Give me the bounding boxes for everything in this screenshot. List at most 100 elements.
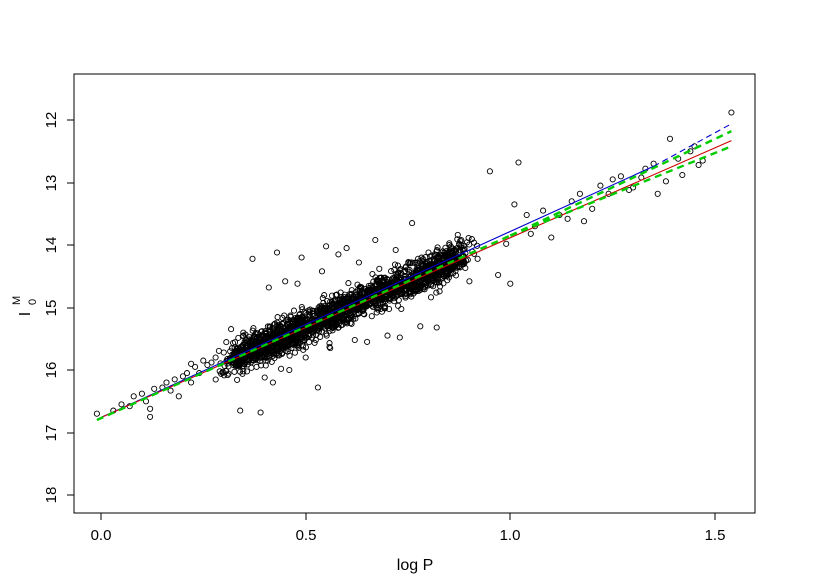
data-point [320,306,327,313]
data-point [151,385,158,392]
data-point [260,347,267,354]
data-point [291,317,298,324]
data-point [163,379,170,386]
data-point [403,290,410,297]
data-point [232,360,239,367]
data-point [418,254,425,261]
data-point [294,280,301,287]
data-point [421,279,428,286]
data-point [301,309,308,316]
data-point [355,259,362,266]
fit-line [100,140,732,419]
data-point [540,207,547,214]
data-point [212,376,219,383]
data-point [338,312,345,319]
data-point [208,359,215,366]
data-point [268,332,275,339]
data-point [474,255,481,262]
data-point [249,255,256,262]
fit-line [100,165,654,419]
data-point [430,257,437,264]
data-point [468,236,475,243]
data-point [147,413,154,420]
y-tick-label: 14 [43,237,60,254]
data-point [257,358,264,365]
y-tick-label: 12 [43,112,60,129]
data-point [318,268,326,275]
fit-line [509,130,732,237]
data-point [420,285,427,292]
data-point [391,261,399,268]
data-point [379,296,386,303]
fit-line [96,234,511,422]
data-point [265,284,272,291]
data-point [179,373,186,380]
data-point [282,278,289,285]
data-point [431,251,438,258]
y-axis-title-subscript: 0 [27,299,39,305]
data-point [406,260,414,267]
data-point [617,173,624,180]
data-point [388,268,395,275]
data-point [427,274,434,281]
data-point [298,254,305,261]
data-point [237,368,244,375]
data-point [402,264,409,271]
data-point [328,292,336,299]
data-point [284,319,291,326]
data-point [437,283,444,290]
data-point [273,350,280,358]
data-point [398,291,405,298]
data-point [364,338,371,345]
data-point [417,323,424,330]
data-point [386,295,393,302]
data-point [269,379,276,386]
data-point [344,293,351,300]
data-point [326,301,333,309]
data-point [322,320,329,327]
data-point [281,343,288,350]
data-point [372,282,379,289]
data-point [234,376,241,383]
data-point [408,293,415,300]
data-point [290,307,298,314]
x-axis-title: log P [397,557,433,574]
data-point [266,326,273,333]
y-tick-label: 15 [43,300,60,317]
data-point [503,240,510,247]
data-point [291,349,298,356]
data-point [394,262,401,269]
data-point [348,290,355,297]
data-point [313,307,320,314]
data-point [279,321,286,328]
data-point [414,262,421,269]
data-point [666,135,674,142]
data-point [147,405,154,412]
y-axis: 12 13 14 15 16 17 18 I M 0 [11,112,75,503]
data-point [225,370,232,377]
data-point [310,326,317,333]
data-point [395,302,402,309]
data-point [397,269,405,276]
data-point [264,332,271,339]
data-point [326,340,333,347]
data-point [430,263,438,270]
data-point [171,376,178,383]
data-point [384,332,391,339]
data-point [329,316,336,323]
data-point [444,277,451,284]
data-point [439,255,446,262]
data-point [352,289,359,296]
data-point [440,280,447,287]
data-point [446,240,453,247]
data-point [256,338,263,345]
x-axis: 0.0 0.5 1.0 1.5 log P [91,512,725,574]
data-point [389,286,396,293]
data-point [224,372,231,379]
data-point [270,331,277,338]
data-point [283,343,291,350]
data-points [93,109,735,420]
data-point [457,237,464,244]
y-tick-label: 16 [43,362,60,379]
data-point [463,239,471,246]
